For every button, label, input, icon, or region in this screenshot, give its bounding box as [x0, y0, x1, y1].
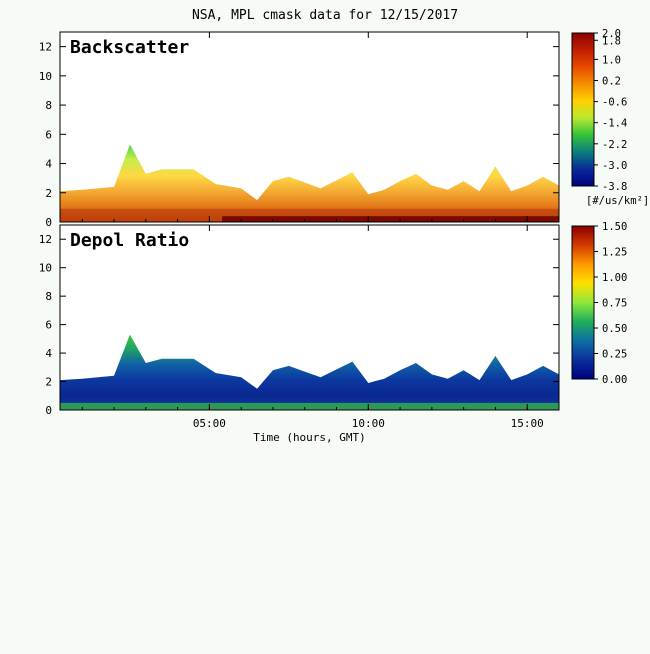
- colorbar-label-1-5: 0.25: [602, 349, 627, 361]
- surface-layer-1: [60, 402, 559, 410]
- colorbar-label-0-7: -3.0: [602, 160, 627, 172]
- cloud-area-0: [60, 144, 559, 222]
- colorbar-label-1-1: 1.25: [602, 247, 627, 259]
- ytick-label-1-8: 8: [45, 290, 52, 303]
- ytick-label-1-0: 0: [45, 404, 52, 417]
- ytick-label-0-2: 2: [45, 187, 52, 200]
- figure-title: NSA, MPL cmask data for 12/15/2017: [191, 8, 459, 23]
- cloud-area-1: [60, 334, 559, 410]
- plot-frame-0: [59, 31, 560, 223]
- colorbar-label-1-0: 1.50: [602, 221, 627, 233]
- panel-label-1: Depol Ratio: [70, 230, 189, 251]
- ytick-label-0-10: 10: [39, 70, 52, 83]
- ytick-label-1-2: 2: [45, 376, 52, 389]
- ytick-label-1-6: 6: [45, 319, 52, 332]
- colorbar-label-0-6: -2.2: [602, 139, 627, 151]
- colorbar-label-0-4: -0.6: [602, 97, 627, 109]
- colorbar-label-0-2: 1.0: [602, 54, 621, 66]
- ytick-label-0-4: 4: [45, 158, 52, 171]
- ytick-label-1-10: 10: [39, 262, 52, 275]
- ytick-label-0-6: 6: [45, 128, 52, 141]
- colorbar-label-0-1: 1.8: [602, 35, 621, 47]
- xtick-label-2: 15:00: [511, 417, 544, 430]
- colorbar-label-0-0: 2.0: [602, 28, 621, 40]
- colorbar-label-1-2: 1.00: [602, 272, 627, 284]
- colorbar-label-0-8: -3.8: [602, 181, 627, 193]
- xtick-label-1: 10:00: [352, 417, 385, 430]
- colorbar-label-1-3: 0.75: [602, 298, 627, 310]
- colorbar-label-1-4: 0.50: [602, 323, 627, 335]
- plot-frame-1: [59, 224, 560, 411]
- colorbar-label-0-3: 0.2: [602, 75, 621, 87]
- colorbar-unit-0: [#/us/km²]: [586, 195, 649, 207]
- ytick-label-0-8: 8: [45, 99, 52, 112]
- colorbar-1: [571, 225, 595, 380]
- ytick-label-1-4: 4: [45, 347, 52, 360]
- x-axis-label: Time (hours, GMT): [253, 431, 366, 444]
- ytick-label-0-0: 0: [45, 216, 52, 229]
- colorbar-0: [571, 32, 595, 187]
- ytick-label-0-12: 12: [39, 41, 52, 54]
- xtick-label-0: 05:00: [193, 417, 226, 430]
- surface-layer-dark-0: [222, 216, 560, 222]
- colorbar-label-0-5: -1.4: [602, 118, 627, 130]
- ytick-label-1-12: 12: [39, 233, 52, 246]
- panel-label-0: Backscatter: [70, 37, 189, 58]
- colorbar-label-1-6: 0.00: [602, 374, 627, 386]
